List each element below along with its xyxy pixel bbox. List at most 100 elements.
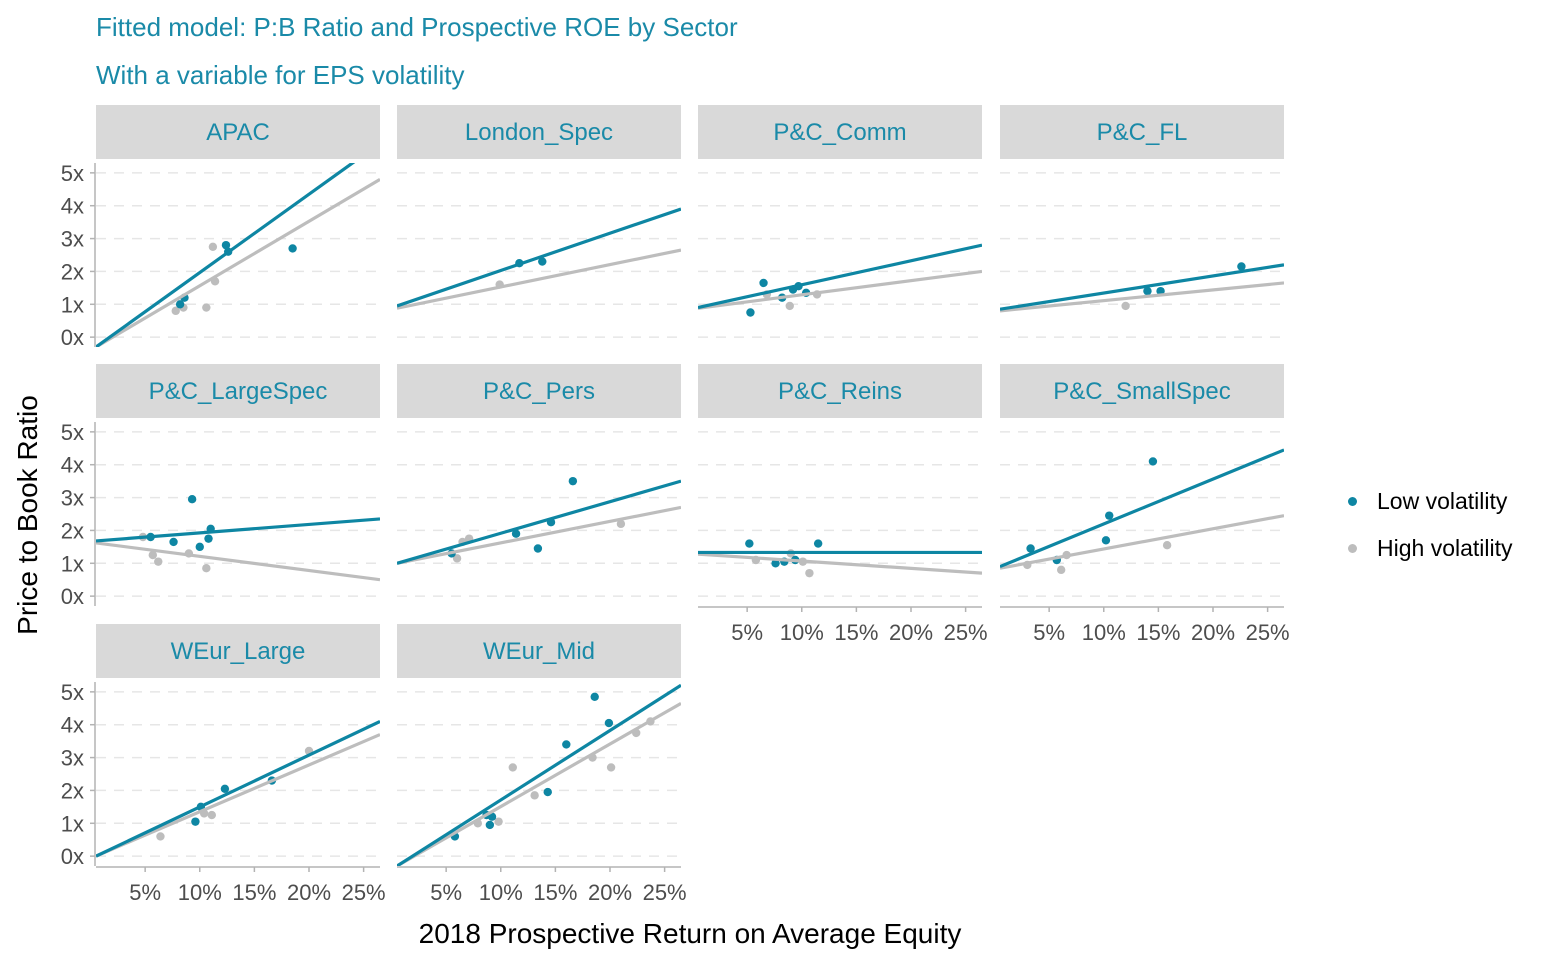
fit-line-low-volatility <box>698 243 982 310</box>
fit-line-high-volatility <box>96 733 380 858</box>
y-tick-label: 2x <box>61 778 84 803</box>
point-high-volatility <box>171 306 180 316</box>
facet-label: P&C_Comm <box>773 119 906 146</box>
point-low-volatility <box>1143 286 1152 296</box>
facet-label: London_Spec <box>465 119 613 146</box>
facet-panel: WEur_Large 0x 1x 2x 3x 4x 5x 5% 10% 15% 20% 25% <box>61 624 386 905</box>
point-low-volatility <box>1105 511 1114 520</box>
point-low-volatility <box>191 817 200 826</box>
panel-plot <box>96 495 380 582</box>
x-tick-label: 15% <box>834 620 878 645</box>
facet-strip <box>397 364 681 418</box>
fit-line-low-volatility <box>96 163 356 347</box>
point-high-volatility <box>494 817 503 826</box>
point-low-volatility <box>562 740 571 749</box>
point-low-volatility <box>288 244 297 253</box>
facet-label: P&C_SmallSpec <box>1053 378 1230 405</box>
fit-line-low-volatility <box>1000 263 1284 311</box>
point-low-volatility <box>759 278 768 288</box>
x-tick-label: 10% <box>479 880 523 905</box>
point-low-volatility <box>221 240 231 250</box>
legend-label-low: Low volatility <box>1377 488 1508 514</box>
legend-item-high: High volatility <box>1345 525 1513 572</box>
legend-swatch-high <box>1348 544 1357 553</box>
fit-line-high-volatility <box>1000 281 1284 313</box>
legend-label-high: High volatility <box>1377 535 1513 561</box>
panel-plot <box>698 243 982 317</box>
facet-panel: WEur_Mid 5% 10% 15% 20% 25% <box>397 624 687 905</box>
point-low-volatility <box>1156 286 1165 296</box>
panel-plot <box>397 476 681 565</box>
y-tick-label: 4x <box>61 713 84 738</box>
point-low-volatility <box>813 539 823 548</box>
facet-strip <box>1000 105 1284 159</box>
point-high-volatility <box>530 791 539 800</box>
point-low-volatility <box>568 476 578 486</box>
fit-line-low-volatility <box>96 517 380 543</box>
point-low-volatility <box>485 820 495 830</box>
x-tick-label: 5% <box>430 880 462 905</box>
x-tick-label: 25% <box>342 880 386 905</box>
x-tick-label: 20% <box>588 880 632 905</box>
facet-strip <box>96 105 380 159</box>
facet-panel: London_Spec <box>397 105 681 338</box>
panel-plot <box>1000 262 1284 313</box>
point-high-volatility <box>1162 541 1172 550</box>
x-tick-label: 15% <box>232 880 276 905</box>
fit-line-high-volatility <box>397 248 681 310</box>
facet-panel: P&C_FL <box>1000 105 1284 338</box>
point-high-volatility <box>202 564 211 573</box>
point-low-volatility <box>1148 457 1158 466</box>
x-tick-label: 10% <box>178 880 222 905</box>
x-tick-label: 15% <box>533 880 577 905</box>
x-tick-label: 10% <box>780 620 824 645</box>
facet-strip <box>96 624 380 678</box>
point-high-volatility <box>616 519 626 529</box>
point-high-volatility <box>207 810 216 820</box>
y-tick-label: 4x <box>61 453 84 478</box>
point-low-volatility <box>604 718 614 728</box>
y-tick-label: 1x <box>61 292 84 317</box>
y-tick-label: 0x <box>61 325 84 350</box>
point-low-volatility <box>771 559 780 568</box>
legend-swatch-low <box>1348 497 1357 506</box>
point-high-volatility <box>202 303 211 312</box>
x-tick-label: 20% <box>889 620 933 645</box>
y-tick-label: 0x <box>61 584 84 609</box>
point-high-volatility <box>1056 565 1066 575</box>
facet-label: WEur_Large <box>171 638 306 665</box>
facet-label: P&C_Reins <box>778 378 902 405</box>
fit-line-high-volatility <box>96 178 380 347</box>
point-high-volatility <box>148 550 157 560</box>
y-tick-label: 3x <box>61 486 84 511</box>
facet-label: P&C_FL <box>1097 119 1188 146</box>
y-axis-label: Price to Book Ratio <box>12 395 43 635</box>
fit-line-high-volatility <box>397 505 681 565</box>
facet-strip <box>698 105 982 159</box>
x-tick-label: 25% <box>643 880 687 905</box>
point-low-volatility <box>538 257 547 266</box>
panel-plot <box>96 163 380 347</box>
fit-line-high-volatility <box>397 701 681 866</box>
y-tick-label: 2x <box>61 259 84 284</box>
point-low-volatility <box>175 300 185 309</box>
facet-panel: P&C_Pers <box>397 364 681 597</box>
facet-strip <box>1000 364 1284 418</box>
y-tick-label: 3x <box>61 746 84 771</box>
point-low-volatility <box>187 495 197 504</box>
fit-line-high-volatility <box>1000 514 1284 570</box>
point-high-volatility <box>606 763 616 772</box>
point-high-volatility <box>1121 301 1130 311</box>
y-tick-label: 5x <box>61 420 84 445</box>
point-high-volatility <box>785 301 794 311</box>
legend: Low volatility High volatility <box>1345 478 1513 572</box>
legend-item-low: Low volatility <box>1345 478 1513 525</box>
chart-subtitle: With a variable for EPS volatility <box>96 60 465 90</box>
facet-label: P&C_Pers <box>483 378 595 405</box>
point-high-volatility <box>452 554 462 563</box>
point-low-volatility <box>169 537 178 547</box>
fit-line-low-volatility <box>397 479 681 565</box>
point-low-volatility <box>543 787 552 797</box>
point-high-volatility <box>805 568 814 578</box>
